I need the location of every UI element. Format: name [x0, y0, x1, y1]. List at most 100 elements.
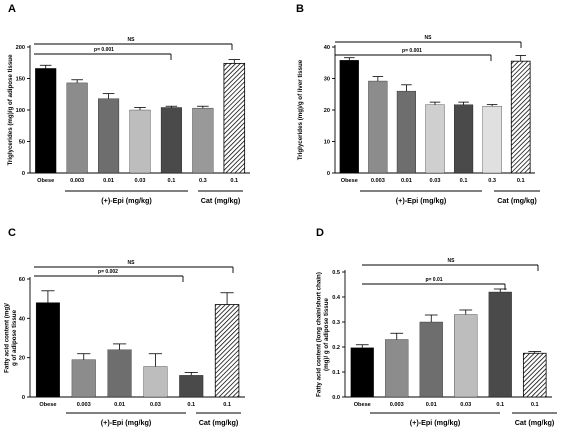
significance-label: NS [128, 260, 136, 266]
x-tick-label: 0.3 [488, 178, 496, 184]
bar-5 [522, 352, 547, 398]
y-tick-label: 0 [22, 171, 25, 177]
x-tick-label: 0.1 [168, 178, 176, 184]
x-group-label-cat: Cat (mg/kg) [199, 418, 239, 427]
bar-5 [482, 106, 502, 174]
x-group-label-epi: (+)-Epi (mg/kg) [410, 418, 461, 427]
y-tick-label: 50 [19, 140, 25, 146]
y-axis-title-line: Fatty acid content (long chain/short cha… [316, 272, 323, 397]
significance-label: NS [448, 258, 456, 264]
bar-5 [192, 107, 214, 174]
x-group-label-epi: (+)-Epi (mg/kg) [396, 196, 447, 205]
panel-label: C [8, 227, 16, 239]
panel-b: B 0 10 20 30 40 Triglycerides (mg)/g of liver … [296, 3, 540, 205]
y-tick-label: 20 [19, 356, 25, 362]
y-axis-title-line: g of adipose tissue [11, 309, 18, 366]
significance-label: p= 0.002 [98, 269, 118, 275]
y-tick-label: 100 [16, 108, 25, 114]
x-tick-label: 0.1 [230, 178, 238, 184]
y-tick-label: 10 [324, 140, 330, 146]
x-tick-label: 0.003 [70, 178, 84, 184]
significance-label: NS [128, 37, 136, 43]
x-tick-label: 0.1 [223, 402, 231, 408]
y-axis-title: Triglycerides (mg)/g of liver tissue [297, 59, 304, 160]
y-axis-title: Fatty acid content (long chain/short cha… [316, 272, 331, 397]
y-tick-label: 40 [324, 45, 330, 51]
x-tick-label: 0.1 [496, 402, 504, 408]
x-tick-label: 0.03 [430, 178, 441, 184]
x-tick-label: 0.03 [135, 178, 146, 184]
y-tick-label: 40 [19, 316, 25, 322]
bar-2 [98, 98, 120, 174]
x-group-label-epi: (+)-Epi (mg/kg) [101, 196, 152, 205]
y-tick-label: 0.1 [332, 370, 340, 376]
bar-1 [385, 339, 409, 398]
x-tick-label: 0.03 [150, 402, 161, 408]
y-tick-label: 150 [16, 77, 25, 83]
x-tick-label: 0.1 [460, 178, 468, 184]
bar-2 [107, 349, 132, 398]
bar-4 [453, 104, 474, 174]
x-tick-label: Obese [39, 402, 56, 408]
x-tick-label: Obese [37, 178, 54, 184]
y-tick-label: 0.3 [332, 320, 340, 326]
x-group-label-cat: Cat (mg/kg) [515, 418, 555, 427]
x-tick-label: 0.1 [187, 402, 195, 408]
x-tick-label: 0.1 [517, 178, 525, 184]
panel-label: D [316, 227, 324, 239]
panel-d: D 0.0 0.1 0.2 0.3 0.4 0.5 Fatty acid content (l… [316, 227, 557, 427]
bar-6 [223, 62, 246, 174]
bar-6 [510, 60, 531, 174]
bar-3 [454, 314, 478, 398]
x-tick-label: 0.01 [426, 402, 437, 408]
bar-4 [488, 291, 512, 398]
x-tick-label: 0.01 [103, 178, 114, 184]
bar-2 [419, 321, 443, 398]
x-tick-label: 0.003 [371, 178, 385, 184]
x-tick-label: Obese [341, 178, 358, 184]
bar-4 [179, 375, 204, 398]
y-tick-label: 0.5 [332, 270, 340, 276]
bar-4 [160, 107, 182, 174]
bar-3 [425, 104, 445, 174]
bar-1 [66, 82, 88, 174]
bar-2 [396, 90, 417, 174]
x-group-label-epi: (+)-Epi (mg/kg) [101, 418, 152, 427]
x-group-label-cat: Cat (mg/kg) [497, 196, 537, 205]
y-axis-title: Fatty acid content (mg)/g of adipose tis… [4, 303, 19, 373]
significance-label: NS [425, 35, 433, 41]
y-tick-label: 0.4 [332, 295, 341, 301]
panel-label: B [296, 3, 304, 15]
y-tick-label: 60 [19, 277, 25, 283]
significance-label: p= 0.001 [94, 47, 114, 53]
bar-3 [143, 366, 168, 398]
significance-label: p= 0.01 [425, 277, 442, 283]
panel-c: C 0 20 40 60 Fatty acid content (mg)/g of adi… [4, 227, 245, 427]
y-tick-label: 0 [22, 395, 25, 401]
bar-3 [129, 109, 151, 174]
y-tick-label: 0 [327, 171, 330, 177]
bar-5 [214, 304, 240, 398]
panel-label: A [8, 3, 16, 15]
bar-0 [350, 347, 374, 398]
x-tick-label: 0.01 [114, 402, 125, 408]
x-tick-label: 0.003 [77, 402, 91, 408]
y-tick-label: 30 [324, 77, 330, 83]
x-tick-label: 0.003 [390, 402, 404, 408]
x-tick-label: 0.01 [401, 178, 412, 184]
x-group-label-cat: Cat (mg/kg) [201, 196, 241, 205]
bar-1 [368, 80, 388, 174]
y-tick-label: 0.2 [332, 345, 340, 351]
y-axis-title-line: Fatty acid content (mg)/ [4, 303, 11, 373]
x-tick-label: 0.3 [199, 178, 207, 184]
y-tick-label: 200 [16, 45, 25, 51]
y-axis-title: Triglycerides (mg)/g of adipose tissue [7, 54, 14, 166]
y-tick-label: 20 [324, 108, 330, 114]
y-tick-label: 0.0 [332, 395, 340, 401]
bar-1 [71, 359, 96, 398]
significance-label: p= 0.001 [402, 48, 422, 54]
bar-0 [35, 302, 60, 398]
x-tick-label: 0.03 [460, 402, 471, 408]
